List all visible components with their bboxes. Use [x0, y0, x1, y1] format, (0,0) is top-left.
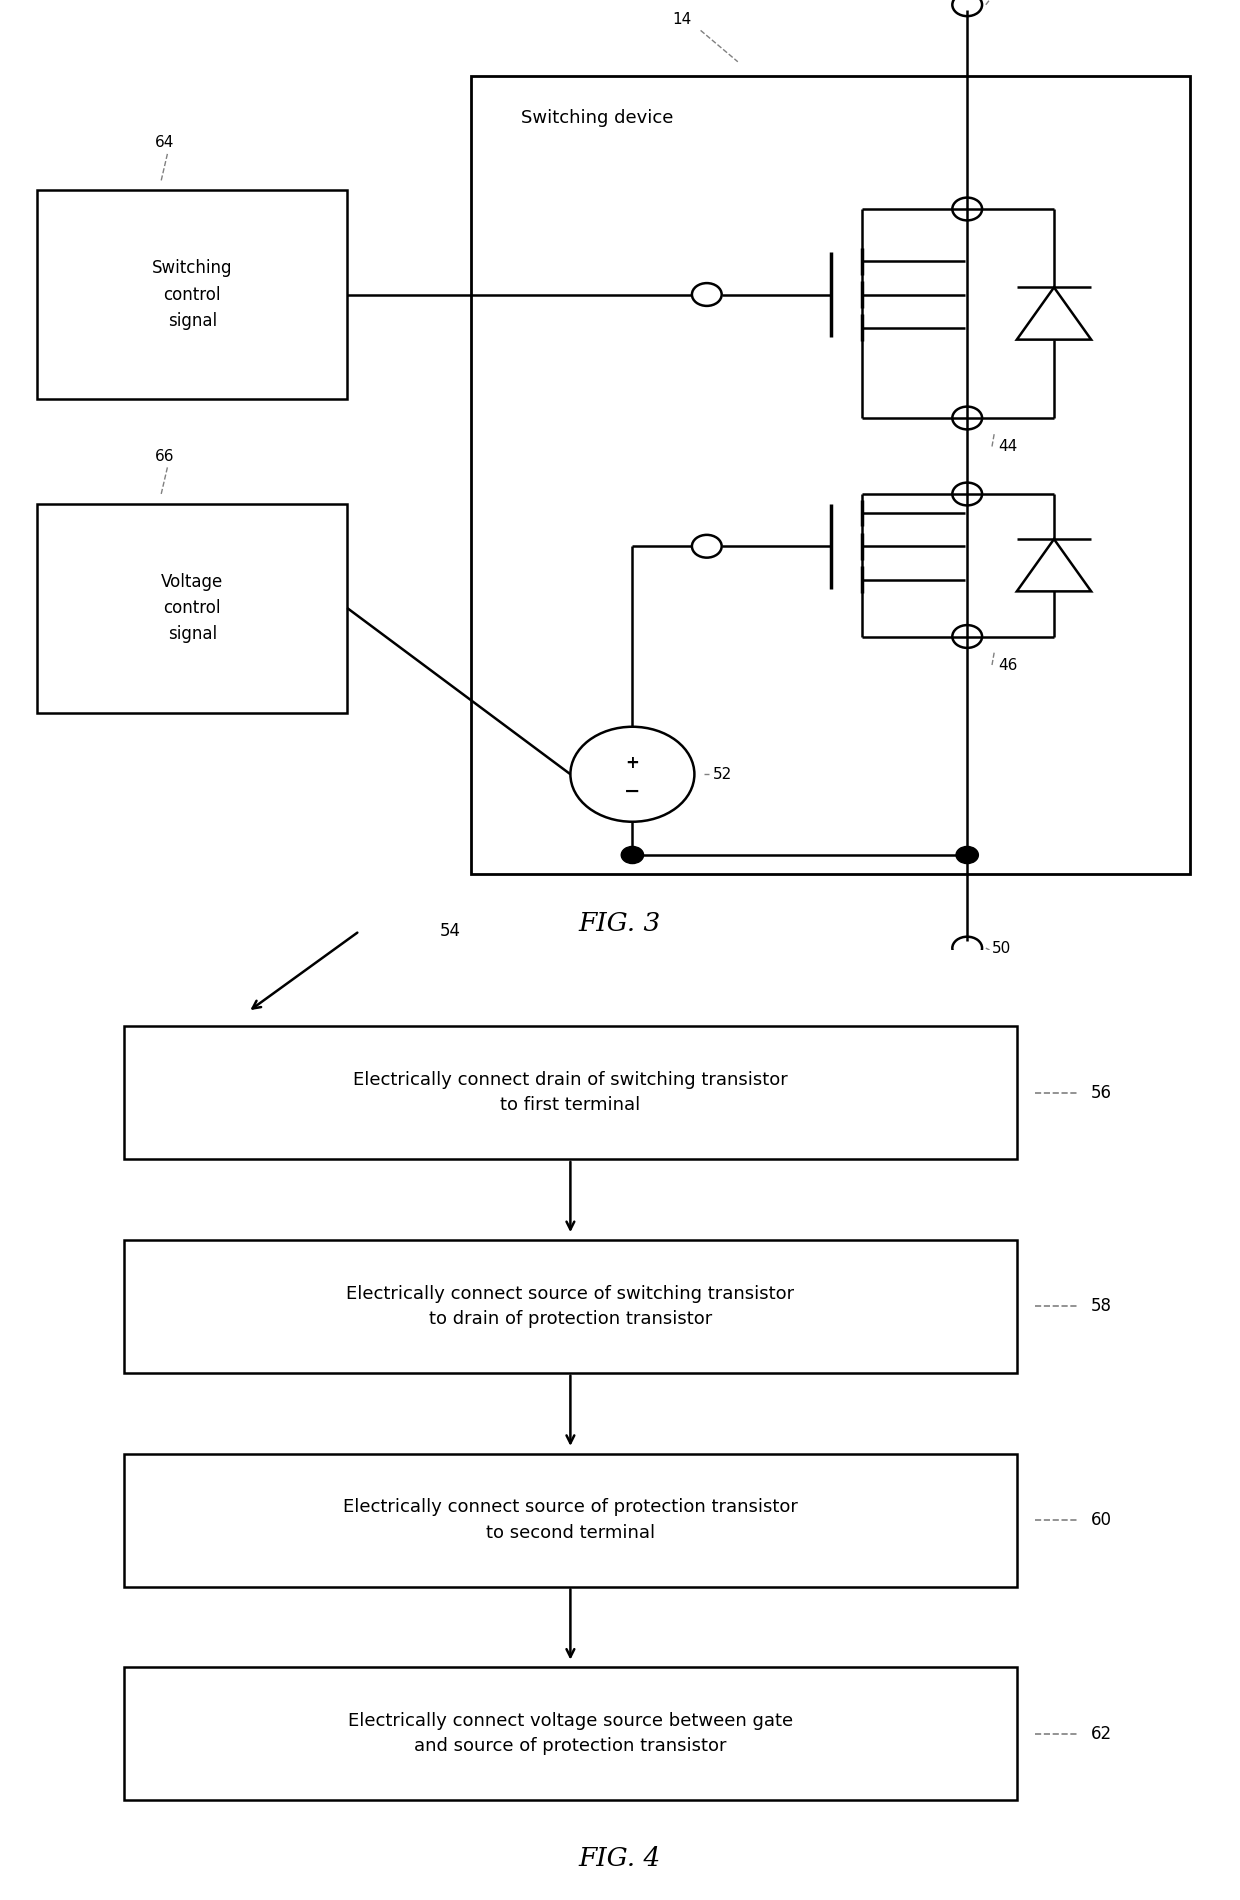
Bar: [124, 1668, 1017, 1801]
Text: 14: 14: [672, 11, 692, 27]
Text: Electrically connect voltage source between gate
and source of protection transi: Electrically connect voltage source betw…: [348, 1712, 792, 1756]
Text: 62: 62: [1091, 1725, 1112, 1742]
Circle shape: [956, 847, 978, 863]
Bar: [124, 1454, 1017, 1586]
Text: Electrically connect source of switching transistor
to drain of protection trans: Electrically connect source of switching…: [346, 1284, 795, 1328]
Text: Switching
control
signal: Switching control signal: [153, 258, 232, 331]
Text: 60: 60: [1091, 1510, 1112, 1530]
Text: Switching device: Switching device: [521, 108, 673, 127]
Text: +: +: [625, 754, 640, 771]
Bar: [37, 190, 347, 399]
Bar: [124, 1026, 1017, 1159]
Bar: [37, 504, 347, 712]
Text: 48: 48: [992, 0, 1012, 2]
Circle shape: [621, 847, 644, 863]
Text: 58: 58: [1091, 1298, 1112, 1315]
Text: 52: 52: [713, 768, 733, 781]
Text: −: −: [624, 783, 641, 802]
Text: Electrically connect source of protection transistor
to second terminal: Electrically connect source of protectio…: [343, 1499, 797, 1541]
Text: 64: 64: [155, 135, 175, 150]
Text: 44: 44: [998, 439, 1018, 454]
Text: 66: 66: [155, 448, 175, 464]
Text: FIG. 3: FIG. 3: [579, 910, 661, 937]
Text: 54: 54: [440, 922, 461, 940]
Text: 50: 50: [992, 940, 1012, 956]
Bar: [471, 76, 1190, 874]
Bar: [124, 1241, 1017, 1374]
Text: FIG. 4: FIG. 4: [579, 1847, 661, 1872]
Text: Voltage
control
signal: Voltage control signal: [161, 572, 223, 644]
Text: 46: 46: [998, 657, 1018, 673]
Text: 56: 56: [1091, 1083, 1112, 1102]
Text: Electrically connect drain of switching transistor
to first terminal: Electrically connect drain of switching …: [353, 1072, 787, 1113]
